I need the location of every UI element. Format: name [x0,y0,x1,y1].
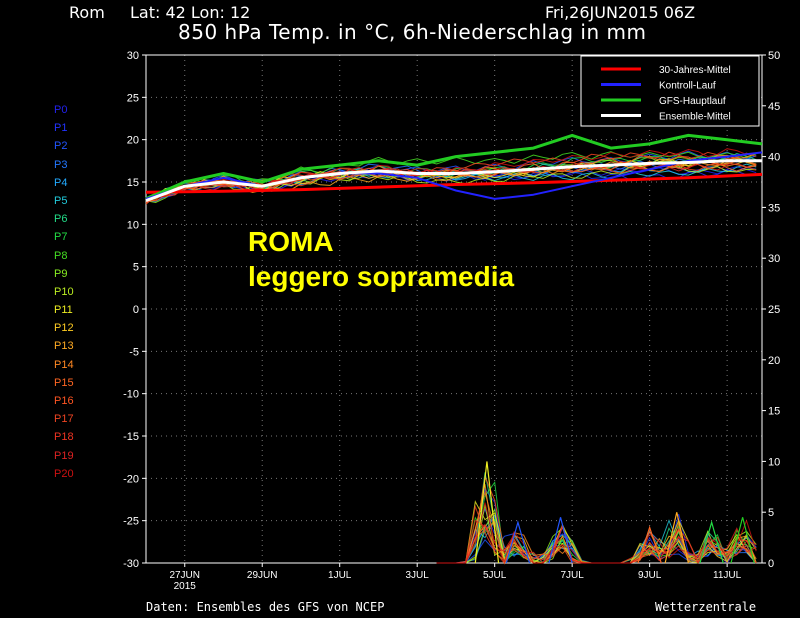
x-tick-label: 3JUL [406,570,430,581]
y-left-tick-label: -5 [129,346,139,358]
y-right-tick-label: 15 [768,406,780,418]
y-right-tick-label: 25 [768,304,780,316]
member-label-p18: P18 [54,431,74,444]
chart-title: 850 hPa Temp. in °C, 6h-Niederschlag in … [178,20,647,44]
y-left-tick-label: -15 [123,431,139,443]
member-label-p0: P0 [54,104,68,116]
annotation-line-1: ROMA [248,226,334,257]
member-label-p15: P15 [54,376,74,389]
x-tick-label: 27JUN [169,570,200,581]
member-list: P0 P1 P2 P3 P4 P5 P6 P7 P8 P9 P10 P11 P12 P13 P14 P15 P1… [54,101,74,483]
x-tick-label: 29JUN [247,570,278,581]
precip-peak [730,517,755,564]
member-label-p20: P20 [54,467,74,480]
member-label-p19: P19 [54,449,74,462]
member-label-p11: P11 [54,304,73,317]
y-left-tick-label: -20 [123,473,139,485]
member-label-p4: P4 [54,176,68,189]
precip-peak [474,461,500,564]
member-label-p12: P12 [54,322,74,335]
precip-peak [637,525,662,564]
y-right-tick-label: 20 [768,355,780,367]
x-tick-label: 9JUL [638,570,662,581]
y-right-tick-label: 40 [768,152,780,164]
member-precip-p20 [436,502,757,564]
member-label-p14: P14 [54,358,74,371]
member-label-p10: P10 [54,285,74,298]
precip-peak [664,512,689,564]
y-right-tick-label: 30 [768,253,780,265]
legend-label: GFS-Hauptlauf [659,96,726,107]
legend: 30-Jahres-Mittel Kontroll-Lauf GFS-Hauptla… [580,55,760,127]
member-label-p16: P16 [54,395,74,407]
x-tick-label: 11JUL [713,570,742,581]
precip-peak [548,517,573,564]
member-label-p5: P5 [54,194,68,207]
annotation-line-2: leggero sopramedia [248,261,515,292]
series-lines [145,133,763,205]
y-right-tick-label: 35 [768,202,780,214]
y-left-tick-label: 15 [127,177,139,189]
brand: Wetterzentrale [655,600,757,614]
member-label-p7: P7 [54,231,68,244]
member-line-p2 [145,150,757,198]
y-left-tick-label: 5 [133,262,139,274]
station-name: Rom [69,3,105,22]
plot-frame [145,54,763,564]
y-left-tick-label: -10 [123,389,139,401]
series-line-ensemble-mittel [145,159,762,203]
y-left-tick-label: -25 [123,516,139,528]
member-label-p3: P3 [54,158,68,171]
run-datetime: Fri,26JUN2015 06Z [545,3,696,22]
y-right-tick-label: 5 [768,507,774,519]
legend-label: 30-Jahres-Mittel [659,65,731,76]
data-source: Daten: Ensembles des GFS von NCEP [146,600,385,614]
member-label-p13: P13 [54,340,74,353]
member-label-p17: P17 [54,413,74,426]
y-left-tick-label: 0 [133,304,139,316]
lat-lon: Lat: 42 Lon: 12 [130,3,251,22]
series-line-30-jahres-mittel [145,172,763,194]
y-left-tick-label: 30 [127,50,139,62]
y-right-tick-label: 45 [768,101,780,113]
member-label-p9: P9 [54,267,68,280]
legend-label: Kontroll-Lauf [659,81,716,92]
x-tick-label: 5JUL [483,570,507,581]
precip-peak [505,520,531,564]
axes: 302520151050-5-10-15-20-25-3050454035302… [123,50,780,592]
y-right-tick-label: 10 [768,456,780,468]
member-label-p1: P1 [54,122,68,135]
y-right-tick-label: 0 [768,558,774,570]
member-label-p8: P8 [54,249,68,262]
y-left-tick-label: 20 [127,135,139,147]
member-line-p16 [145,162,757,203]
y-left-tick-label: -30 [123,558,139,570]
x-tick-sublabel: 2015 [174,581,197,592]
legend-label: Ensemble-Mittel [659,112,731,123]
grid [146,55,762,563]
x-tick-label: 7JUL [560,570,584,581]
member-label-p2: P2 [54,140,68,153]
y-left-tick-label: 25 [127,92,139,104]
precipitation-bars [436,461,757,565]
series-line-gfs-hauptlauf [145,133,763,201]
y-right-tick-label: 50 [768,50,780,62]
y-left-tick-label: 10 [127,219,139,231]
member-label-p6: P6 [54,213,68,226]
precip-peak [699,520,724,564]
x-tick-label: 1JUL [328,570,352,581]
